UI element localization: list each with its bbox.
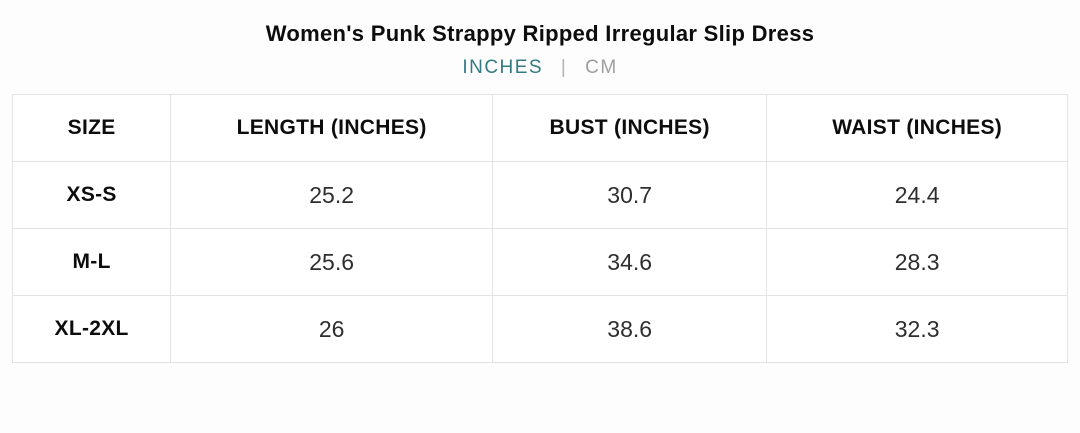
size-cell: M-L (11, 228, 172, 296)
size-cell: XL-2XL (11, 295, 172, 363)
page-title: Women's Punk Strappy Ripped Irregular Sl… (265, 21, 815, 46)
length-cell: 26 (170, 295, 494, 363)
bust-cell: 34.6 (492, 228, 768, 296)
unit-toggle: INCHES | CM (0, 57, 1080, 79)
bust-cell: 38.6 (492, 295, 768, 363)
col-header-bust: BUST (INCHES) (492, 94, 768, 162)
col-header-waist: WAIST (INCHES) (766, 94, 1068, 162)
tab-cm[interactable]: CM (585, 57, 618, 78)
waist-cell: 32.3 (766, 295, 1068, 363)
size-chart-page: Women's Punk Strappy Ripped Irregular Sl… (0, 21, 1080, 363)
length-cell: 25.2 (170, 161, 494, 229)
col-header-size: SIZE (11, 94, 172, 162)
bust-cell: 30.7 (492, 161, 768, 229)
waist-cell: 24.4 (766, 161, 1068, 229)
waist-cell: 28.3 (766, 228, 1068, 296)
tab-inches[interactable]: INCHES (462, 57, 544, 78)
size-cell: XS-S (11, 161, 172, 229)
table-row: XL-2XL 26 38.6 32.3 (11, 295, 1068, 363)
col-header-length: LENGTH (INCHES) (170, 94, 494, 162)
length-cell: 25.6 (170, 228, 494, 296)
table-row: XS-S 25.2 30.7 24.4 (11, 161, 1068, 229)
size-table: SIZE LENGTH (INCHES) BUST (INCHES) WAIST… (11, 94, 1068, 363)
table-header-row: SIZE LENGTH (INCHES) BUST (INCHES) WAIST… (11, 94, 1068, 162)
tab-separator: | (560, 57, 568, 78)
table-row: M-L 25.6 34.6 28.3 (11, 228, 1068, 296)
